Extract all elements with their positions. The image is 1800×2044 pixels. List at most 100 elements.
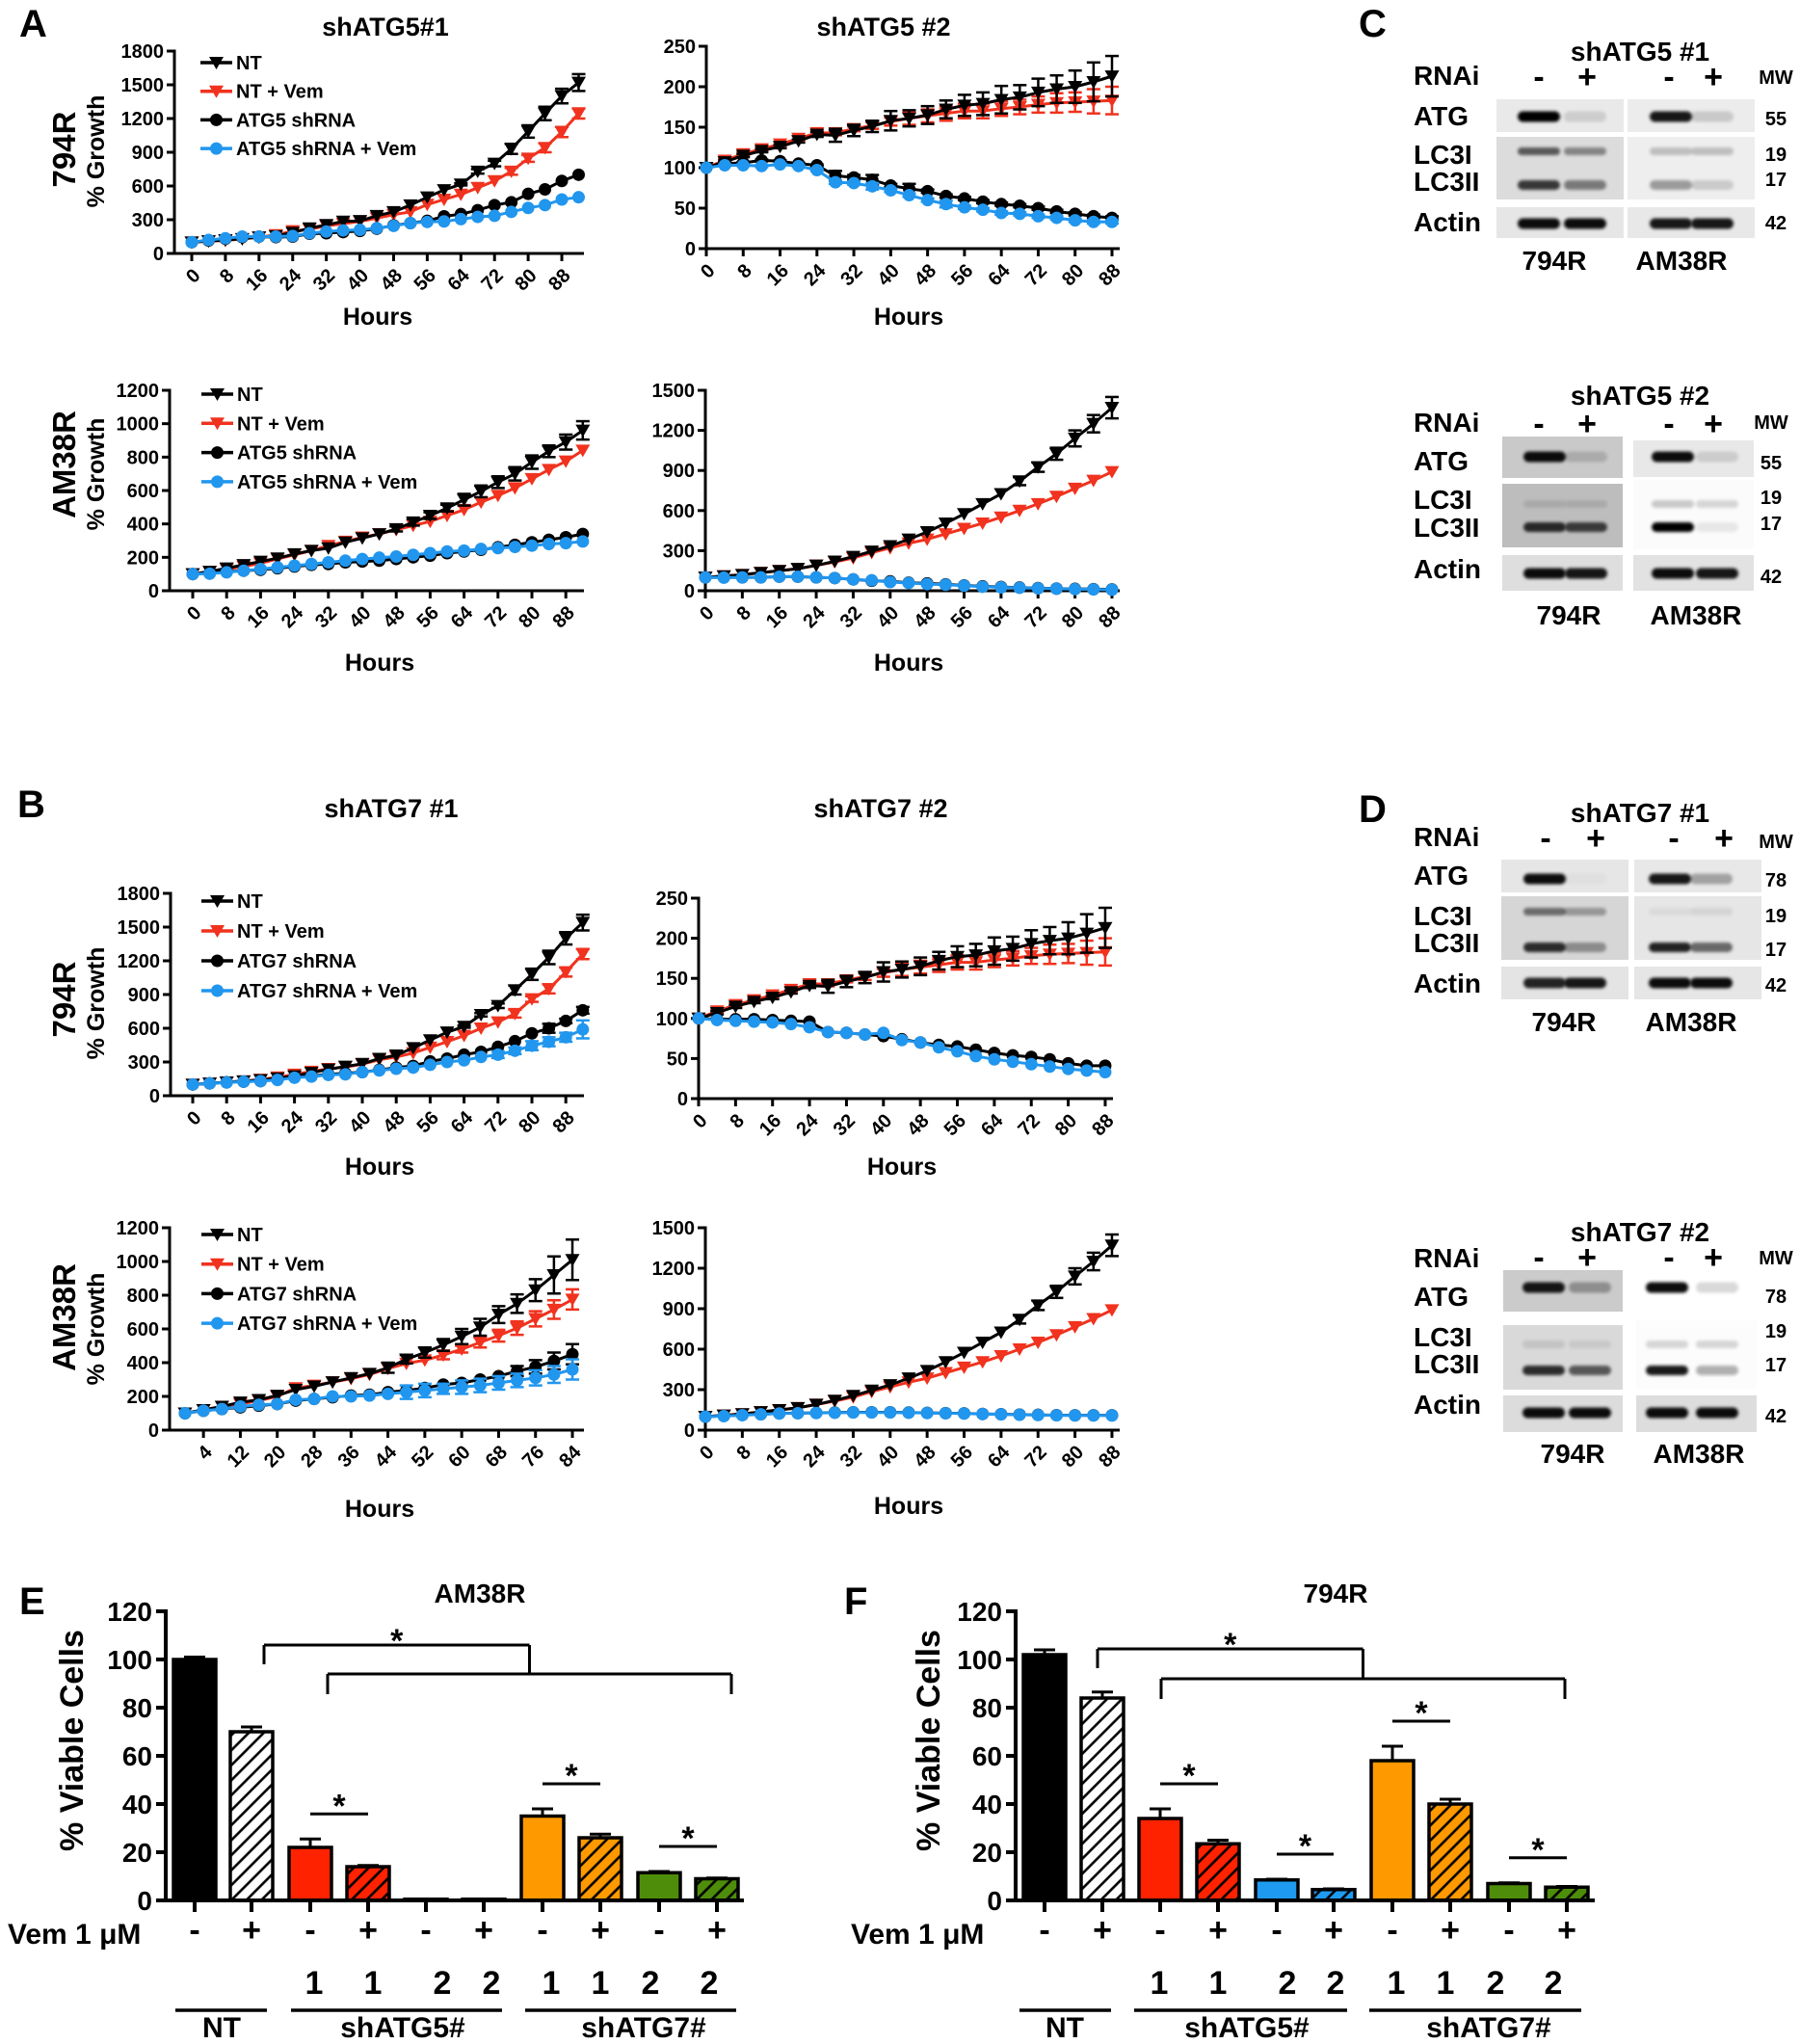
data-point [736, 158, 750, 172]
data-point [566, 1363, 579, 1376]
data-point [511, 1373, 524, 1387]
band [1565, 500, 1607, 508]
blot-membrane-am38r [1628, 99, 1755, 238]
data-point [865, 1406, 879, 1420]
y-axis-label: % Viable Cells [54, 1630, 91, 1851]
data-point [975, 497, 991, 511]
band [1565, 568, 1607, 579]
data-point [270, 1390, 285, 1403]
data-point [975, 1337, 991, 1349]
data-point [307, 1393, 321, 1406]
y-tick-label: 100 [664, 158, 696, 179]
bar [519, 1814, 566, 1902]
band-row-atg [1523, 873, 1733, 885]
data-point [1048, 491, 1064, 504]
data-point [1069, 582, 1082, 596]
band-row-lc3ii [1523, 942, 1733, 952]
protein-label: ATG [1414, 101, 1469, 131]
legend-marker [210, 388, 225, 401]
cell-line-label: AM38R [46, 1263, 82, 1371]
data-point [1105, 1409, 1119, 1422]
y-tick-label: 1200 [117, 381, 160, 402]
data-point [859, 1027, 872, 1041]
data-point [437, 194, 452, 206]
data-point [388, 522, 404, 536]
bar-shatg7-1 [1427, 1797, 1473, 1902]
x-axis-label: Hours [345, 1154, 414, 1181]
legend-label: NT + Vem [237, 413, 325, 435]
band [1518, 147, 1560, 155]
band [1569, 1407, 1611, 1419]
data-point [1086, 1256, 1101, 1268]
data-point [524, 969, 540, 981]
data-point [326, 1390, 339, 1403]
data-point [487, 174, 502, 188]
protein-label: LC3I [1414, 140, 1472, 170]
data-point [304, 544, 319, 558]
legend-label: NT [237, 385, 263, 406]
vem-sign: + [591, 1912, 610, 1949]
y-tick-label: 0 [149, 1086, 160, 1107]
y-tick-label: 0 [148, 1420, 159, 1442]
panel-label-b: B [17, 783, 45, 826]
data-point [803, 1021, 816, 1034]
band [1691, 147, 1734, 155]
data-point [458, 544, 471, 557]
data-point [372, 1052, 387, 1066]
legend-label: NT [236, 53, 262, 74]
series-line [184, 1259, 573, 1415]
data-point [524, 456, 540, 469]
data-point [864, 545, 880, 559]
data-point [321, 542, 336, 555]
data-point [1068, 432, 1083, 445]
data-point [938, 1356, 953, 1369]
data-point [1049, 83, 1065, 96]
data-point [508, 541, 521, 554]
series-atg7-shrna-vem [186, 1019, 590, 1091]
data-point [558, 932, 573, 945]
data-point [913, 1036, 927, 1049]
y-tick-label: 200 [127, 1387, 159, 1408]
data-point [901, 1372, 916, 1386]
data-point [325, 1376, 340, 1390]
data-point [1086, 474, 1101, 488]
bar [1486, 1881, 1532, 1902]
data-point [507, 1007, 522, 1021]
shrna-number: 2 [483, 1965, 501, 2002]
data-point [1012, 475, 1027, 489]
data-point [558, 436, 573, 449]
data-point [474, 543, 488, 556]
data-point [369, 209, 384, 223]
y-tick-label: 400 [127, 515, 159, 536]
data-point [1069, 214, 1082, 227]
data-point [566, 1347, 579, 1361]
y-tick-label: 50 [675, 199, 696, 220]
rnai-sign: - [1533, 59, 1544, 95]
data-point [381, 1362, 396, 1375]
data-point [186, 1077, 199, 1091]
band [1650, 147, 1692, 155]
data-point [975, 517, 991, 530]
y-tick-label: 900 [128, 985, 160, 1006]
band [1564, 147, 1606, 155]
bar-shatg7-2 [1486, 1881, 1532, 1902]
shrna-number: 1 [1151, 1965, 1169, 2002]
rnai-sign: + [1577, 1239, 1597, 1276]
data-point [555, 174, 569, 188]
rnai-sign: + [1704, 406, 1723, 442]
y-tick-label: 600 [127, 481, 159, 502]
data-point [406, 1042, 421, 1055]
legend-item: NT + Vem [201, 1255, 325, 1276]
x-axis-label: Hours [345, 1496, 414, 1523]
data-point [809, 128, 825, 142]
chart-title: shATG7 #1 [324, 794, 458, 823]
series-nt [698, 395, 1120, 585]
bar [1369, 1759, 1416, 1902]
data-point [559, 1030, 572, 1044]
band [1650, 111, 1692, 122]
rnai-sign: + [1714, 820, 1734, 857]
series-atg7-shrna-vem [692, 1012, 1112, 1079]
data-point [1098, 945, 1113, 959]
data-point [420, 215, 434, 228]
